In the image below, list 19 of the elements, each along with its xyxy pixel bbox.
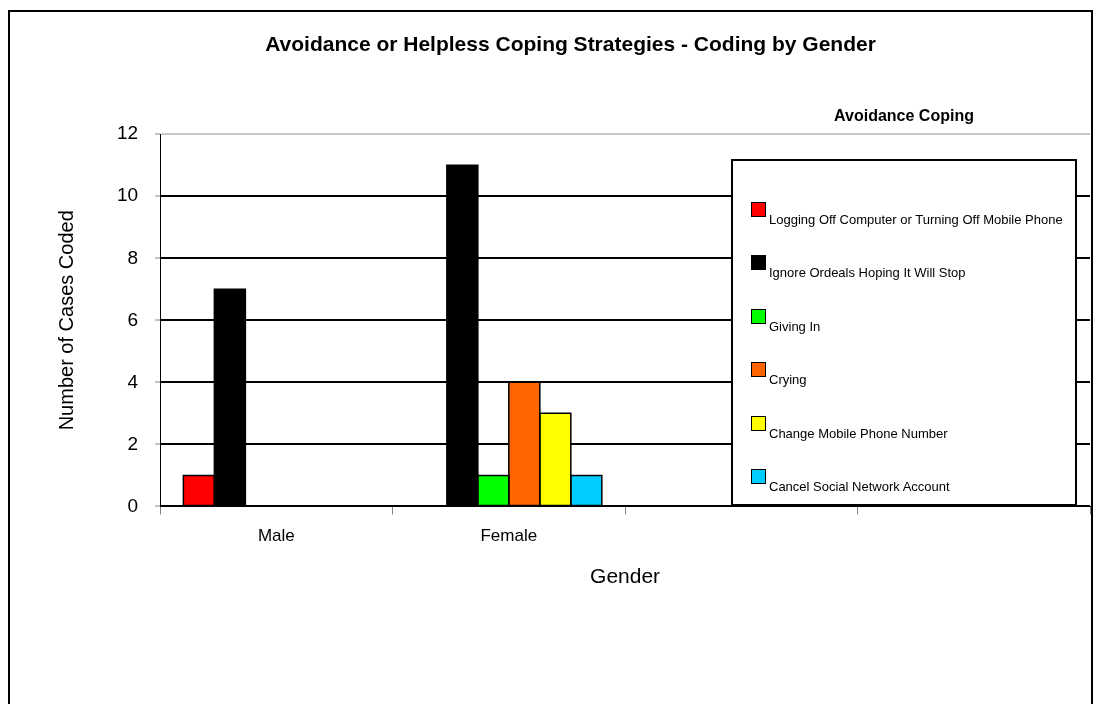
y-tick-label: 2 — [127, 432, 139, 454]
y-axis-title: Number of Cases Coded — [54, 210, 77, 431]
y-tick-label: 4 — [127, 370, 139, 392]
legend-label: Change Mobile Phone Number — [769, 425, 948, 441]
legend-label: Giving In — [769, 318, 821, 334]
legend-label: Logging Off Computer or Turning Off Mobile Phone — [769, 211, 1063, 227]
y-tick-label: 10 — [116, 184, 139, 206]
legend-label: Ignore Ordeals Hoping It Will Stop — [769, 265, 966, 281]
x-axis-title: Gender — [590, 564, 661, 588]
legend-label: Cancel Social Network Account — [769, 479, 950, 495]
legend-title: Avoidance Coping — [833, 107, 975, 126]
y-tick-label: 12 — [116, 122, 139, 144]
y-tick-label: 0 — [127, 494, 139, 516]
x-tick-label: Female — [480, 526, 538, 546]
x-tick-label: Male — [257, 526, 295, 546]
y-tick-label: 6 — [127, 308, 139, 330]
y-tick-label: 8 — [127, 246, 139, 268]
chart-title: Avoidance or Helpless Coping Strategies - Coding by Gender — [265, 32, 876, 56]
legend-label: Crying — [769, 372, 807, 388]
